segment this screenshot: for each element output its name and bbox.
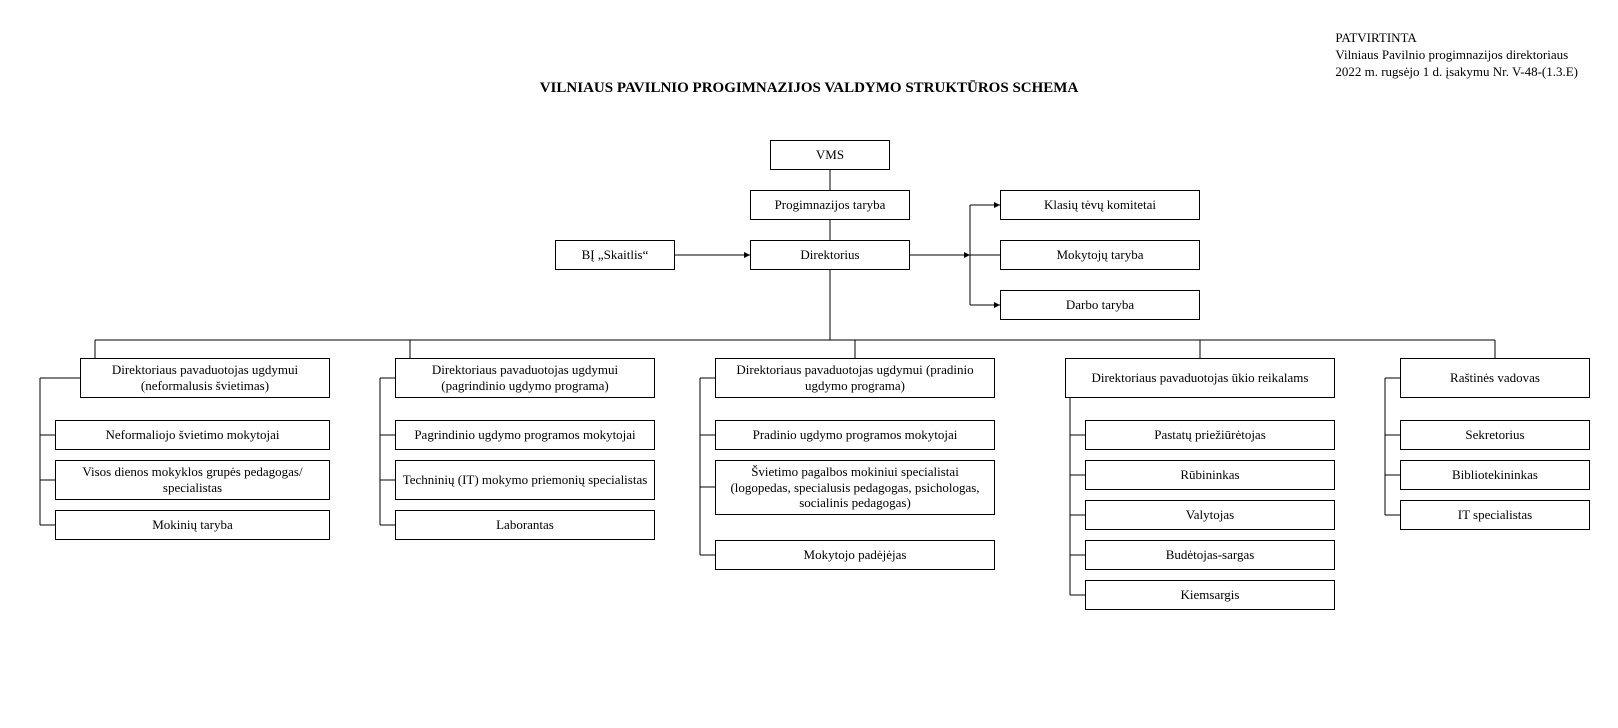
node-dep1: Direktoriaus pavaduotojas ugdymui (nefor… [80, 358, 330, 398]
node-dep3: Direktoriaus pavaduotojas ugdymui (pradi… [715, 358, 995, 398]
approval-line3: 2022 m. rugsėjo 1 d. įsakymu Nr. V-48-(1… [1335, 64, 1578, 81]
org-chart-diagram: PATVIRTINTA Vilniaus Pavilnio progimnazi… [0, 0, 1618, 728]
node-d1c: Mokinių taryba [55, 510, 330, 540]
approval-line1: PATVIRTINTA [1335, 30, 1578, 47]
node-d4b: Rūbininkas [1085, 460, 1335, 490]
node-d1a: Neformaliojo švietimo mokytojai [55, 420, 330, 450]
node-d1b: Visos dienos mokyklos grupės pedagogas/ … [55, 460, 330, 500]
node-mokytoju: Mokytojų taryba [1000, 240, 1200, 270]
node-d4c: Valytojas [1085, 500, 1335, 530]
node-d2a: Pagrindinio ugdymo programos mokytojai [395, 420, 655, 450]
node-direktorius: Direktorius [750, 240, 910, 270]
node-d3a: Pradinio ugdymo programos mokytojai [715, 420, 995, 450]
node-darbo: Darbo taryba [1000, 290, 1200, 320]
node-d2c: Laborantas [395, 510, 655, 540]
node-tevai: Klasių tėvų komitetai [1000, 190, 1200, 220]
page-title: VILNIAUS PAVILNIO PROGIMNAZIJOS VALDYMO … [0, 80, 1618, 97]
node-dep2: Direktoriaus pavaduotojas ugdymui (pagri… [395, 358, 655, 398]
node-vms: VMS [770, 140, 890, 170]
node-d4d: Budėtojas-sargas [1085, 540, 1335, 570]
node-d5b: Bibliotekininkas [1400, 460, 1590, 490]
node-d5a: Sekretorius [1400, 420, 1590, 450]
approval-block: PATVIRTINTA Vilniaus Pavilnio progimnazi… [1335, 30, 1578, 81]
node-skaitlis: BĮ „Skaitlis“ [555, 240, 675, 270]
node-taryba: Progimnazijos taryba [750, 190, 910, 220]
node-dep4: Direktoriaus pavaduotojas ūkio reikalams [1065, 358, 1335, 398]
node-d2b: Techninių (IT) mokymo priemonių speciali… [395, 460, 655, 500]
node-d3b: Švietimo pagalbos mokiniui specialistai … [715, 460, 995, 515]
node-d3c: Mokytojo padėjėjas [715, 540, 995, 570]
node-d5c: IT specialistas [1400, 500, 1590, 530]
node-d4e: Kiemsargis [1085, 580, 1335, 610]
approval-line2: Vilniaus Pavilnio progimnazijos direktor… [1335, 47, 1578, 64]
node-d4a: Pastatų priežiūrėtojas [1085, 420, 1335, 450]
node-dep5: Raštinės vadovas [1400, 358, 1590, 398]
